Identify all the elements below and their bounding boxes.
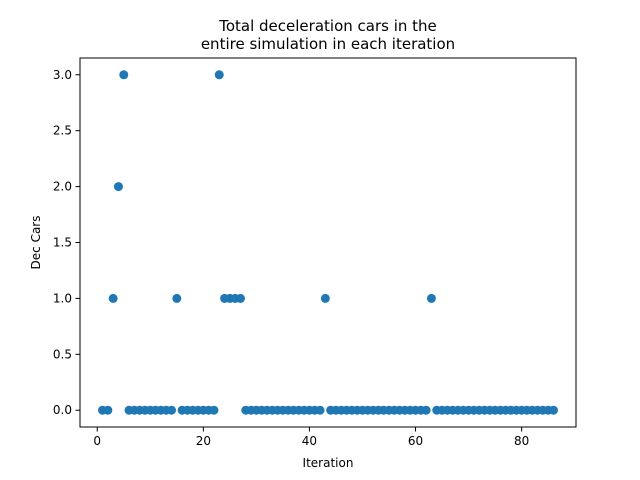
y-tick-label: 0.0 (53, 403, 72, 417)
data-points (98, 70, 558, 415)
x-tick-label: 60 (408, 434, 423, 448)
x-tick-label: 0 (93, 434, 101, 448)
data-point (315, 405, 325, 415)
x-tick-label: 40 (302, 434, 317, 448)
data-point (235, 293, 245, 303)
plot-frame (79, 57, 577, 428)
y-tick-label: 0.5 (53, 347, 72, 361)
data-point (548, 405, 558, 415)
chart-title-line-2: entire simulation in each iteration (201, 35, 455, 53)
x-axis-label: Iteration (303, 456, 354, 470)
data-point (209, 405, 219, 415)
data-point (172, 293, 182, 303)
chart-title-line-1: Total deceleration cars in the (218, 17, 437, 35)
data-point (103, 405, 113, 415)
x-tick-label: 20 (196, 434, 211, 448)
y-tick-label: 1.0 (53, 291, 72, 305)
data-point (421, 405, 431, 415)
y-axis-label: Dec Cars (29, 216, 43, 270)
y-tick-label: 2.5 (53, 124, 72, 138)
y-tick-label: 1.5 (53, 236, 72, 250)
data-point (119, 70, 129, 80)
y-axis-ticks: 0.0 0.5 1.0 1.5 2.0 2.5 3.0 (53, 68, 80, 417)
data-point (426, 293, 436, 303)
y-tick-label: 2.0 (53, 180, 72, 194)
data-point (320, 293, 330, 303)
data-point (113, 182, 123, 192)
data-point (108, 293, 118, 303)
x-tick-label: 80 (514, 434, 529, 448)
y-tick-label: 3.0 (53, 68, 72, 82)
data-point (167, 405, 177, 415)
data-point (214, 70, 224, 80)
x-axis-ticks: 0 20 40 60 80 (93, 427, 529, 448)
